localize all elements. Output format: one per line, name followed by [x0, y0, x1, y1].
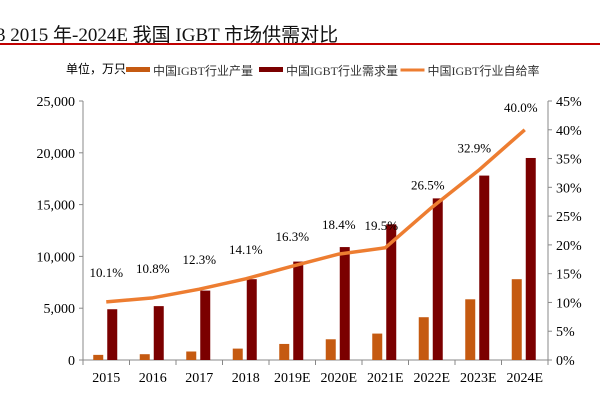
demand-bar	[432, 198, 443, 360]
x-tick-label: 2021E	[367, 371, 404, 386]
rate-data-label: 32.9%	[457, 141, 491, 156]
production-bar	[511, 279, 522, 360]
rate-data-label: 14.1%	[229, 242, 263, 257]
y2-tick-label: 45%	[556, 95, 582, 110]
production-bar	[279, 343, 290, 360]
demand-bar	[339, 247, 350, 360]
x-tick-label: 2016	[139, 371, 167, 386]
rate-data-label: 18.4%	[322, 217, 356, 232]
self-sufficiency-line	[106, 128, 526, 304]
production-bar	[139, 354, 150, 360]
demand-bar	[200, 290, 211, 360]
y2-tick-label: 35%	[556, 153, 582, 168]
x-tick-label: 2022E	[413, 371, 450, 386]
x-tick-label: 2023E	[460, 371, 497, 386]
demand-bar	[479, 175, 490, 360]
demand-bar	[153, 306, 164, 360]
demand-bar	[293, 261, 304, 360]
rate-data-label: 10.1%	[89, 265, 123, 280]
rate-data-label: 12.3%	[182, 252, 216, 267]
production-bar	[93, 354, 104, 360]
x-tick-label: 2020E	[320, 371, 357, 386]
production-bar	[418, 317, 429, 360]
y2-tick-label: 25%	[556, 210, 582, 225]
y-tick-label: 25,000	[37, 95, 76, 110]
legend-label: 中国IGBT行业自给率	[428, 63, 540, 78]
y2-tick-label: 40%	[556, 124, 582, 139]
production-bar	[232, 348, 243, 360]
title-divider	[0, 43, 600, 45]
demand-bar	[386, 224, 397, 360]
x-tick-label: 2024E	[506, 371, 543, 386]
legend-swatch	[259, 67, 283, 72]
rate-data-label: 26.5%	[411, 177, 445, 192]
demand-bar	[525, 157, 536, 360]
production-bar	[186, 351, 197, 360]
demand-bar	[107, 309, 118, 360]
production-bar	[465, 299, 476, 360]
y2-tick-label: 5%	[556, 325, 575, 340]
rate-data-label: 10.8%	[136, 261, 170, 276]
production-bar	[372, 333, 383, 360]
rate-data-label: 40.0%	[504, 100, 538, 115]
x-tick-label: 2018	[232, 371, 260, 386]
y2-tick-label: 30%	[556, 181, 582, 196]
y2-tick-label: 20%	[556, 239, 582, 254]
x-tick-label: 2019E	[274, 371, 311, 386]
y-tick-label: 10,000	[37, 250, 76, 265]
y-tick-label: 20,000	[37, 147, 76, 162]
x-tick-label: 2015	[92, 371, 120, 386]
y-tick-label: 0	[68, 354, 75, 369]
legend-label: 中国IGBT行业产量	[153, 63, 253, 78]
demand-bar	[246, 279, 257, 360]
y2-tick-label: 0%	[556, 354, 575, 369]
y-tick-label: 5,000	[44, 302, 76, 317]
y2-tick-label: 10%	[556, 296, 582, 311]
y2-tick-label: 15%	[556, 268, 582, 283]
y-tick-label: 15,000	[37, 199, 76, 214]
unit-label: 单位，万只	[66, 61, 126, 76]
legend-swatch	[126, 67, 150, 72]
legend-label: 中国IGBT行业需求量	[286, 63, 398, 78]
chart-title: 3 2015 年-2024E 我国 IGBT 市场供需对比	[0, 25, 339, 46]
rate-data-label: 16.3%	[275, 229, 309, 244]
rate-data-label: 19.5%	[364, 218, 398, 233]
production-bar	[325, 339, 336, 360]
x-tick-label: 2017	[185, 371, 213, 386]
